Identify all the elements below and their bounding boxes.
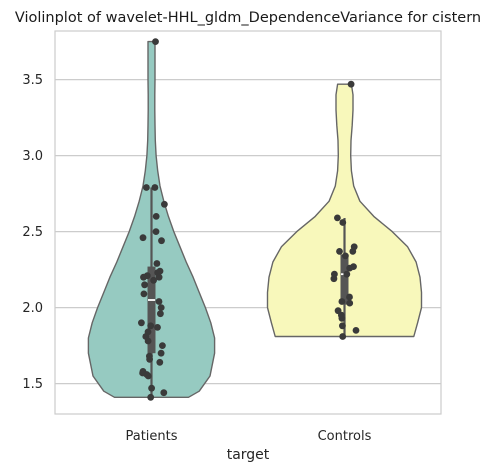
data-point bbox=[147, 322, 154, 329]
data-point bbox=[161, 201, 168, 208]
data-point bbox=[339, 315, 346, 322]
data-point bbox=[346, 265, 353, 272]
y-tick-label: 3.5 bbox=[22, 73, 43, 88]
data-point bbox=[148, 385, 155, 392]
data-point bbox=[138, 319, 145, 326]
data-point bbox=[339, 219, 346, 226]
data-point bbox=[349, 248, 356, 255]
data-point bbox=[141, 281, 148, 288]
data-point bbox=[353, 327, 360, 334]
data-point bbox=[156, 359, 163, 366]
data-point bbox=[140, 274, 147, 281]
data-point bbox=[159, 342, 166, 349]
data-point bbox=[158, 237, 165, 244]
data-point bbox=[334, 215, 341, 222]
data-point bbox=[154, 260, 161, 267]
data-point bbox=[143, 184, 150, 191]
y-tick-label: 1.5 bbox=[22, 377, 43, 392]
data-point bbox=[160, 389, 167, 396]
data-point bbox=[346, 294, 353, 301]
data-point bbox=[153, 228, 160, 235]
x-tick-label: Controls bbox=[318, 429, 372, 444]
chart-title: Violinplot of wavelet-HHL_gldm_Dependenc… bbox=[15, 10, 481, 26]
data-point bbox=[153, 213, 160, 220]
data-point bbox=[147, 394, 154, 401]
data-point bbox=[339, 333, 346, 340]
data-point bbox=[336, 248, 343, 255]
data-point bbox=[339, 298, 346, 305]
data-point bbox=[156, 298, 163, 305]
data-point bbox=[157, 310, 164, 317]
data-point bbox=[152, 38, 159, 45]
data-point bbox=[331, 275, 338, 282]
data-point bbox=[343, 271, 350, 278]
data-point bbox=[145, 338, 152, 345]
data-point bbox=[346, 300, 353, 307]
data-point bbox=[146, 356, 153, 363]
violins bbox=[88, 42, 421, 398]
y-axis: 1.5 2.0 2.5 3.0 3.5 bbox=[22, 73, 43, 392]
y-tick-label: 2.0 bbox=[22, 301, 43, 316]
data-point bbox=[154, 324, 161, 331]
x-tick-label: Patients bbox=[125, 429, 177, 444]
y-tick-label: 2.5 bbox=[22, 225, 43, 240]
data-point bbox=[140, 234, 147, 241]
data-point bbox=[150, 277, 157, 284]
data-point bbox=[145, 373, 152, 380]
data-point bbox=[339, 322, 346, 329]
data-point bbox=[158, 350, 165, 357]
x-axis-title: target bbox=[227, 447, 270, 463]
data-point bbox=[158, 304, 165, 311]
x-axis: Patients Controls bbox=[125, 429, 371, 444]
data-point bbox=[152, 184, 159, 191]
data-point bbox=[342, 253, 349, 260]
data-point bbox=[141, 291, 148, 298]
y-tick-label: 3.0 bbox=[22, 149, 43, 164]
data-point bbox=[348, 81, 355, 88]
